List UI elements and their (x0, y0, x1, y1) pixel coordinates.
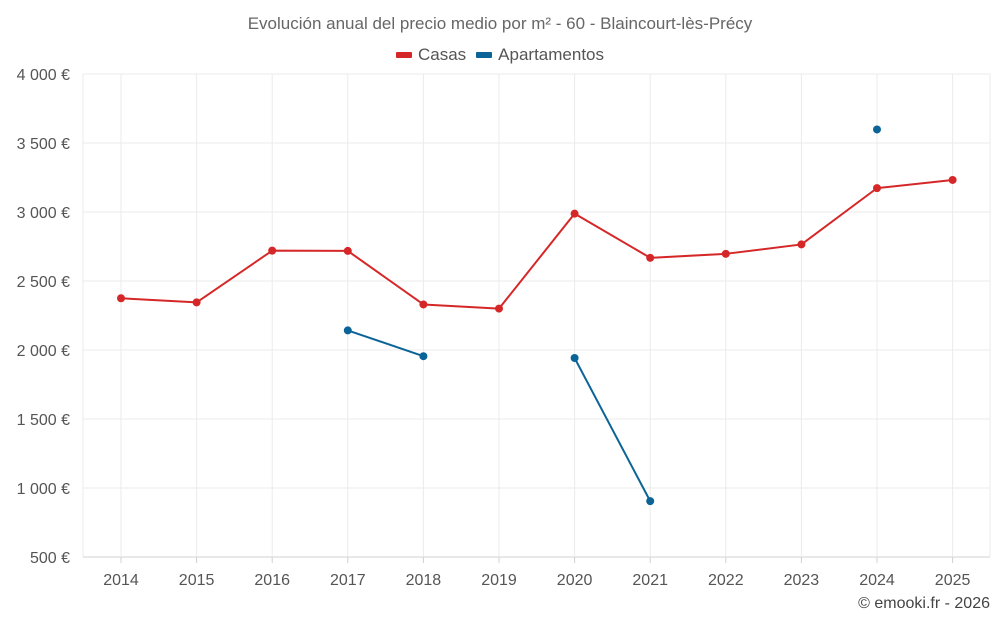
x-tick-label: 2014 (103, 572, 139, 589)
legend-item-apartamentos[interactable]: Apartamentos (476, 45, 604, 65)
y-tick-label: 4 000 € (17, 67, 70, 84)
y-tick-label: 500 € (30, 550, 70, 567)
data-point-casas (797, 240, 806, 249)
x-tick-label: 2015 (179, 572, 215, 589)
x-tick-label: 2021 (632, 572, 668, 589)
data-point-casas (495, 304, 503, 313)
x-tick-label: 2019 (481, 572, 517, 589)
data-point-casas (117, 294, 125, 303)
data-point-apartamentos (646, 497, 655, 506)
x-tick-label: 2018 (406, 572, 442, 589)
data-point-apartamentos (570, 354, 579, 363)
x-tick-label: 2024 (859, 572, 895, 589)
data-point-casas (268, 246, 277, 255)
x-tick-label: 2017 (330, 572, 366, 589)
legend-item-casas[interactable]: Casas (395, 45, 467, 65)
data-point-apartamentos (873, 125, 881, 134)
legend: Casas Apartamentos (0, 45, 1000, 65)
data-point-casas (419, 300, 428, 309)
data-point-apartamentos (419, 352, 428, 361)
data-point-casas (343, 246, 352, 255)
y-tick-label: 2 500 € (17, 274, 70, 291)
y-tick-label: 1 000 € (17, 481, 70, 498)
data-point-apartamentos (343, 326, 352, 335)
legend-label-apartamentos: Apartamentos (498, 45, 605, 64)
legend-swatch-apartamentos (476, 52, 493, 58)
credit-text: © emooki.fr - 2026 (858, 595, 990, 612)
x-tick-label: 2025 (935, 572, 971, 589)
y-tick-label: 2 000 € (17, 343, 70, 360)
data-point-casas (570, 209, 579, 218)
series-line-apartamentos (573, 357, 652, 502)
x-tick-label: 2020 (557, 572, 593, 589)
y-tick-label: 1 500 € (17, 412, 70, 429)
series-line-casas (120, 178, 953, 310)
data-point-casas (721, 249, 730, 258)
data-point-casas (646, 253, 655, 262)
data-point-casas (192, 298, 201, 307)
x-tick-label: 2016 (254, 572, 290, 589)
chart-title: Evolución anual del precio medio por m² … (247, 14, 753, 33)
x-tick-label: 2022 (708, 572, 744, 589)
x-tick-label: 2023 (784, 572, 820, 589)
series-line-apartamentos (347, 329, 424, 358)
legend-swatch-casas (395, 52, 412, 58)
legend-label-casas: Casas (417, 45, 467, 64)
data-point-casas (873, 184, 881, 193)
y-tick-label: 3 500 € (17, 136, 70, 153)
data-point-casas (948, 175, 957, 184)
y-tick-label: 3 000 € (17, 205, 70, 222)
